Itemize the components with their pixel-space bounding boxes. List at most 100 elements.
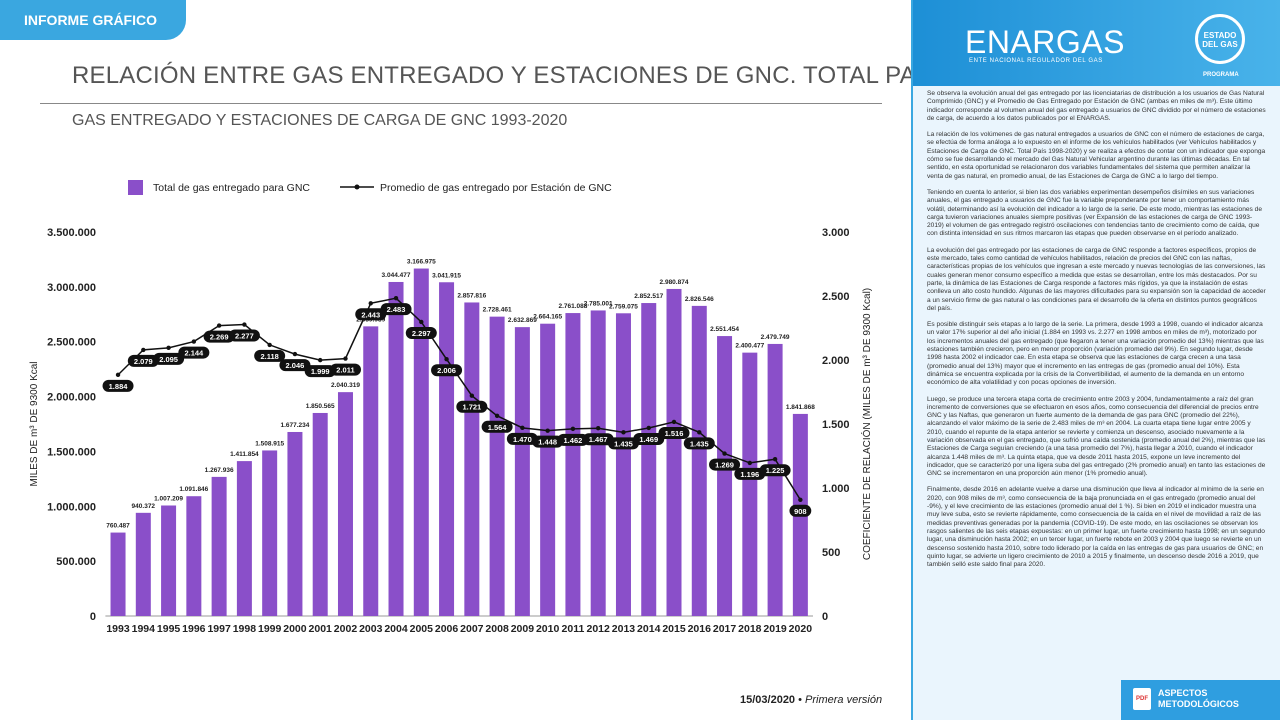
- line-value-label: 2.079: [127, 354, 159, 367]
- bar-value-label: 1.508.915: [255, 440, 284, 447]
- bar: [615, 313, 631, 616]
- line-value: 1.516: [665, 429, 684, 438]
- bar: [439, 282, 455, 616]
- bar: [489, 316, 505, 616]
- line-value: 1.469: [639, 435, 658, 444]
- bar-value-label: 2.040.319: [331, 382, 360, 389]
- y-tick-label: 1.500.000: [47, 446, 96, 458]
- line-value: 1.435: [690, 439, 709, 448]
- bar-value-label: 2.980.874: [660, 279, 689, 286]
- panel-paragraph: Se observa la evolución anual del gas en…: [927, 90, 1266, 122]
- line-value-label: 2.483: [380, 303, 412, 316]
- bar: [514, 327, 530, 616]
- line-value-label: 1.448: [532, 435, 564, 448]
- y2-tick-label: 1.500: [822, 419, 850, 431]
- bar-value-label: 2.759.075: [609, 303, 638, 310]
- y-tick-label: 3.500.000: [47, 227, 96, 239]
- y2-tick-label: 1.000: [822, 483, 850, 495]
- footer-version: Primera versión: [805, 694, 883, 706]
- line-value: 1.470: [513, 435, 532, 444]
- label-box: [759, 464, 791, 477]
- y-tick-label: 2.000.000: [47, 392, 96, 404]
- bar: [641, 303, 657, 616]
- x-tick-label: 2013: [612, 623, 636, 635]
- x-tick-label: 1997: [207, 623, 231, 635]
- bar-value-label: 2.728.461: [483, 307, 512, 314]
- bar: [742, 352, 758, 616]
- label-box: [304, 365, 336, 378]
- bar: [161, 505, 177, 616]
- line-point: [570, 426, 576, 432]
- x-tick-label: 2017: [713, 623, 737, 635]
- bar-value-label: 760.487: [106, 523, 130, 530]
- bar: [666, 288, 682, 616]
- x-tick-label: 2010: [536, 623, 560, 635]
- label-box: [153, 352, 185, 365]
- label-box: [329, 363, 361, 376]
- y-tick-label: 500.000: [56, 556, 96, 568]
- line-value: 2.006: [437, 366, 456, 375]
- line-value: 2.011: [336, 366, 354, 375]
- bar-value-label: 2.479.749: [761, 334, 790, 341]
- label-box: [683, 437, 715, 450]
- bar: [135, 512, 151, 616]
- bar-value-label: 3.041.915: [432, 272, 461, 279]
- bar: [262, 450, 278, 616]
- bar: [287, 431, 303, 616]
- label-box: [203, 330, 235, 343]
- line-value-label: 1.462: [557, 433, 589, 446]
- label-box: [355, 308, 387, 321]
- panel-paragraph: La evolución del gas entregado por las e…: [927, 246, 1266, 312]
- line-value: 2.483: [387, 305, 406, 314]
- label-box: [279, 359, 311, 372]
- x-tick-label: 2020: [789, 623, 813, 635]
- footer-sep: •: [798, 694, 802, 706]
- line: [117, 297, 802, 501]
- line-value: 1.999: [311, 367, 330, 376]
- bar-value-label: 1.007.209: [154, 495, 183, 502]
- label-box: [506, 432, 538, 445]
- line-point: [242, 322, 247, 327]
- label-box: [178, 346, 210, 359]
- line-value: 2.046: [286, 361, 305, 370]
- line-value-label: 2.006: [431, 364, 463, 377]
- line-point: [419, 319, 424, 325]
- legend-label: Promedio de gas entregado por Estación d…: [380, 182, 612, 194]
- label-box: [127, 354, 159, 367]
- line-value-label: 2.095: [153, 352, 185, 365]
- line-value: 2.443: [361, 310, 380, 319]
- button-label[interactable]: ASPECTOS METODOLÓGICOS: [1158, 688, 1239, 709]
- x-tick-label: 1995: [157, 623, 181, 635]
- panel-text: Se observa la evolución anual del gas en…: [927, 90, 1267, 577]
- line-value: 1.467: [589, 435, 608, 444]
- x-tick-label: 2015: [662, 623, 686, 635]
- label-box: [481, 420, 513, 433]
- line-value-label: 2.277: [228, 329, 260, 342]
- bar-value-label: 2.852.517: [634, 293, 663, 300]
- bar-value-label: 2.785.001: [584, 300, 613, 307]
- line-value: 1.435: [614, 439, 633, 448]
- y-tick-label: 1.000.000: [47, 501, 96, 513]
- line-value-label: 1.435: [607, 437, 639, 450]
- line-point: [671, 419, 677, 425]
- footer-date: 15/03/2020: [740, 694, 796, 706]
- x-tick-label: 2014: [637, 623, 661, 635]
- panel-paragraph: Teniendo en cuenta lo anterior, si bien …: [927, 188, 1263, 238]
- line-point: [368, 301, 373, 306]
- label-box: [532, 435, 564, 448]
- x-tick-label: 2000: [283, 623, 307, 635]
- line-point: [292, 351, 298, 357]
- bar-value-label: 2.632.869: [508, 317, 537, 324]
- logo: ENARGAS: [965, 24, 1125, 60]
- section-tab: INFORME GRÁFICO: [0, 0, 186, 40]
- y2-tick-label: 2.500: [822, 291, 850, 303]
- x-tick-label: 2008: [485, 623, 509, 635]
- line-value-label: 2.297: [405, 326, 437, 339]
- methodology-button[interactable]: PDF ASPECTOS METODOLÓGICOS: [1121, 680, 1280, 720]
- y2-tick-label: 500: [822, 547, 840, 559]
- line-point: [595, 426, 601, 431]
- x-tick-label: 2002: [334, 623, 358, 635]
- chart: GAS ENTREGADO Y ESTACIONES DE CARGA DE G…: [29, 112, 873, 635]
- chart-title: GAS ENTREGADO Y ESTACIONES DE CARGA DE G…: [72, 112, 567, 129]
- bar-value-label: 3.166.975: [407, 259, 436, 266]
